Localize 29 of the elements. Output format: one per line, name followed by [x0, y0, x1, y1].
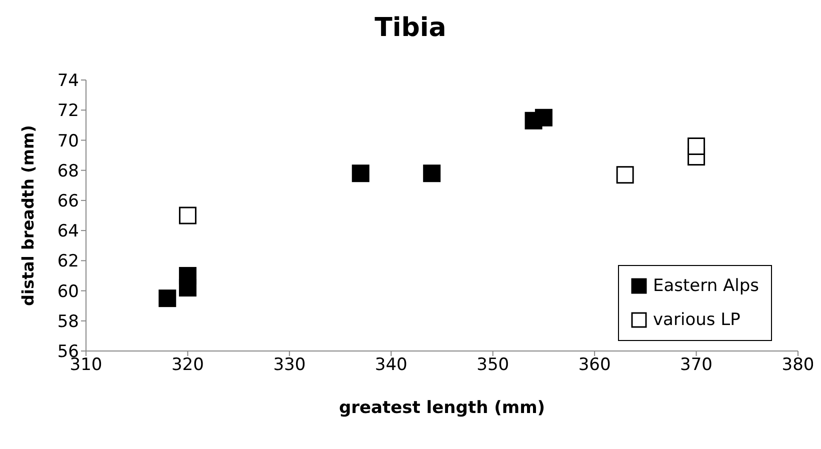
chart-title: Tibia	[374, 12, 448, 45]
point	[158, 290, 176, 308]
point	[423, 164, 441, 182]
x-tick-label: 370	[680, 355, 713, 376]
legend-label: various LP	[653, 310, 740, 330]
x-tick-label: 330	[273, 355, 306, 376]
x-tick-label: 350	[476, 355, 510, 376]
y-tick-label: 74	[57, 71, 79, 92]
point	[178, 206, 196, 224]
y-tick-label: 64	[57, 222, 79, 242]
x-tick-label: 340	[374, 355, 408, 376]
x-tick-label: 320	[171, 355, 204, 376]
y-tick-label: 72	[57, 101, 79, 122]
point	[534, 108, 552, 126]
y-tick-label: 60	[57, 282, 79, 302]
y-tick-label: 70	[57, 131, 79, 152]
y-tick-label: 68	[57, 161, 79, 182]
point	[352, 164, 370, 182]
y-tick-label: 58	[57, 312, 79, 332]
x-axis-title: greatest length (mm)	[338, 398, 546, 418]
legend-label: Eastern Alps	[653, 276, 760, 296]
point	[178, 266, 196, 284]
x-tick-label: 380	[782, 355, 814, 376]
y-tick-label: 66	[57, 191, 79, 212]
x-tick-label: 360	[578, 355, 611, 376]
y-axis-title: distal breadth (mm)	[18, 125, 38, 306]
y-tick-label: 62	[57, 252, 79, 272]
point	[688, 137, 706, 155]
point	[616, 166, 634, 184]
